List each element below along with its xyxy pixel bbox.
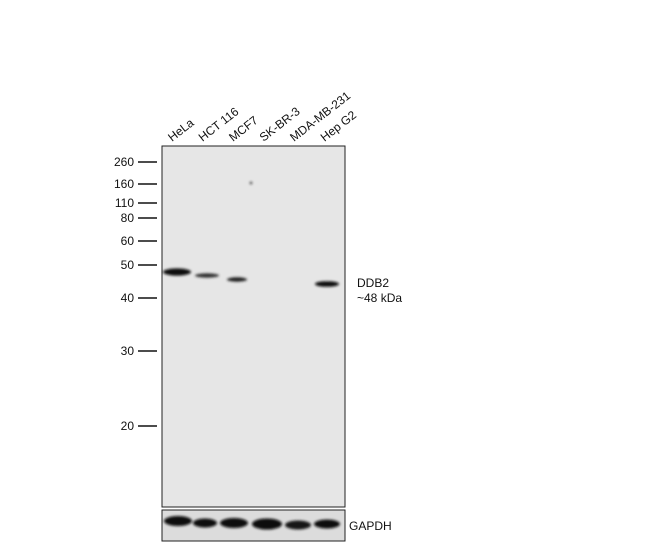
marker-label: 40 <box>121 291 135 305</box>
band <box>220 518 248 528</box>
blot-membrane <box>161 145 346 508</box>
marker-label: 260 <box>114 155 134 169</box>
band <box>164 516 192 526</box>
band <box>193 518 217 528</box>
lane-label: HeLa <box>165 115 196 144</box>
band <box>163 268 191 276</box>
target-name: DDB2 <box>357 276 389 290</box>
speck <box>249 181 253 185</box>
marker-label: 20 <box>121 419 135 433</box>
target-size: ~48 kDa <box>357 291 402 305</box>
loading-control-label: GAPDH <box>349 519 392 533</box>
target-bands <box>163 181 339 287</box>
marker-label: 110 <box>115 196 134 210</box>
band <box>315 281 339 287</box>
band <box>285 520 311 530</box>
band <box>195 273 219 278</box>
marker-label: 50 <box>121 258 135 272</box>
marker-label: 160 <box>114 177 134 191</box>
marker-label: 80 <box>121 211 135 225</box>
gapdh-bands <box>164 516 340 530</box>
marker-label: 30 <box>121 344 135 358</box>
band <box>252 518 282 530</box>
band <box>227 277 247 282</box>
marker-label: 60 <box>121 234 135 248</box>
band <box>314 519 340 529</box>
